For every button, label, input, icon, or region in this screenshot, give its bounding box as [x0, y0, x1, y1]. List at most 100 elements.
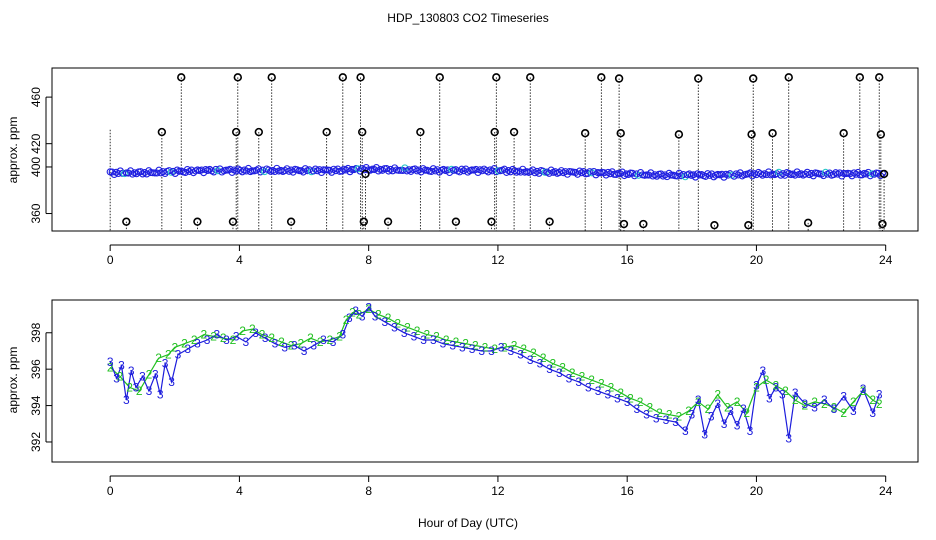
series-marker-2: 2	[472, 339, 479, 353]
series-marker-2: 2	[772, 379, 779, 393]
series-marker-3: 3	[802, 397, 809, 411]
main-point	[110, 170, 118, 179]
outlier-point	[492, 73, 501, 82]
series-marker-2: 2	[743, 406, 750, 420]
outlier-point	[526, 73, 535, 82]
series-marker-2: 2	[171, 340, 178, 354]
series-marker-3: 3	[708, 409, 715, 423]
series-marker-2: 2	[404, 320, 411, 334]
series-marker-3: 3	[772, 380, 779, 394]
main-point	[238, 168, 246, 176]
main-point	[803, 168, 811, 176]
main-point	[257, 168, 265, 176]
x-tick-label: 24	[879, 484, 893, 498]
series-marker-3: 3	[740, 402, 747, 416]
outlier-point	[879, 169, 889, 179]
main-point	[183, 165, 191, 174]
outlier-point	[358, 127, 367, 137]
main-point	[137, 168, 145, 176]
series-marker-3: 3	[157, 388, 164, 402]
series-marker-3: 3	[310, 339, 317, 353]
series-marker-3: 3	[634, 402, 641, 416]
main-point	[866, 172, 874, 180]
series-marker-2: 2	[210, 329, 217, 343]
series-marker-3: 3	[233, 329, 240, 343]
series-marker-3: 3	[566, 371, 573, 385]
main-point	[248, 167, 256, 175]
series-marker-2: 2	[201, 328, 208, 342]
series-marker-2: 2	[239, 324, 246, 338]
main-point	[330, 165, 338, 173]
series-marker-2: 2	[423, 328, 430, 342]
series-marker-2: 2	[462, 337, 469, 351]
series-marker-3: 3	[869, 406, 876, 420]
series-marker-3: 3	[359, 309, 366, 323]
series-marker-3: 3	[747, 424, 754, 438]
main-point	[821, 168, 830, 176]
series-marker-3: 3	[339, 328, 346, 342]
series-marker-3: 3	[175, 348, 182, 362]
panel-top-frame	[51, 67, 919, 232]
series-marker-3: 3	[381, 315, 388, 329]
series-marker-3: 3	[401, 326, 408, 340]
series-marker-2: 2	[685, 404, 692, 418]
series-marker-3: 3	[152, 368, 159, 382]
main-point	[322, 166, 330, 174]
y-tick-label: 460	[29, 87, 43, 107]
outlier-point	[177, 73, 186, 82]
series-marker-2: 2	[356, 308, 363, 322]
series-marker-2: 2	[811, 395, 818, 409]
series-marker-3: 3	[779, 388, 786, 402]
series-marker-2: 2	[394, 317, 401, 331]
main-point	[395, 166, 403, 174]
series-marker-3: 3	[831, 402, 838, 416]
series-marker-3: 3	[760, 364, 767, 378]
series-marker-2: 2	[343, 313, 350, 327]
outlier-point	[747, 130, 756, 139]
outlier-point	[768, 129, 777, 138]
series-marker-2: 2	[443, 333, 450, 347]
series-marker-2: 2	[191, 333, 198, 347]
outlier-point	[616, 129, 625, 138]
series-marker-2: 2	[155, 351, 162, 365]
main-point	[557, 167, 565, 175]
main-point	[502, 168, 511, 176]
series-marker-3: 3	[840, 389, 847, 403]
main-point	[858, 171, 866, 179]
series-marker-3: 3	[785, 431, 792, 445]
series-marker-3: 3	[162, 357, 169, 371]
series-marker-3: 3	[688, 408, 695, 422]
outlier-point	[233, 73, 243, 82]
series-marker-2: 2	[598, 377, 605, 391]
series-marker-2: 2	[860, 384, 867, 398]
series-marker-2: 2	[317, 335, 324, 349]
series-marker-3: 3	[695, 393, 702, 407]
series-marker-3: 3	[281, 340, 288, 354]
series-marker-2: 2	[608, 380, 615, 394]
series-marker-2: 2	[831, 400, 838, 414]
x-tick-label: 4	[236, 484, 243, 498]
outlier-points	[122, 73, 889, 230]
x-tick-label: 4	[236, 253, 243, 267]
series-marker-3: 3	[811, 400, 818, 414]
outlier-point	[855, 73, 865, 82]
series-marker-3: 3	[498, 340, 505, 354]
panel-bottom-y-axis: 392 394 396 398	[29, 322, 52, 452]
series-marker-3: 3	[624, 395, 631, 409]
series-marker-2: 2	[288, 339, 295, 353]
outlier-point	[710, 220, 719, 230]
series-marker-3: 3	[714, 397, 721, 411]
main-point	[346, 168, 354, 176]
panel-bottom-x-axis: 0 4 8 12 16 20 24	[107, 475, 893, 498]
series-marker-2: 2	[433, 329, 440, 343]
series-marker-2: 2	[482, 340, 489, 354]
x-tick-label: 8	[365, 484, 372, 498]
series-marker-2: 2	[734, 395, 741, 409]
series-marker-2: 2	[297, 337, 304, 351]
outlier-point	[509, 127, 519, 137]
x-axis-title: Hour of Day (UTC)	[418, 516, 518, 530]
series-marker-3: 3	[876, 388, 883, 402]
series-marker-2: 2	[676, 409, 683, 423]
main-point	[665, 169, 673, 177]
main-point	[730, 172, 738, 180]
